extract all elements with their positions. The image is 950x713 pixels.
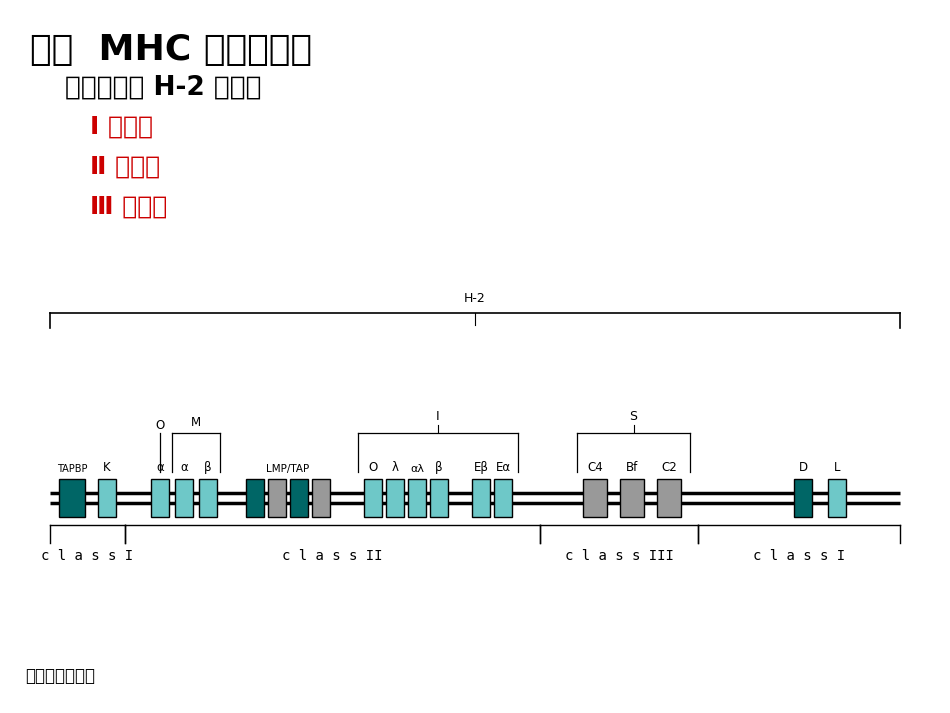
Text: αλ: αλ <box>410 464 424 474</box>
Text: C4: C4 <box>587 461 603 474</box>
Text: LMP/TAP: LMP/TAP <box>266 464 310 474</box>
Bar <box>364 479 382 517</box>
Bar <box>175 479 193 517</box>
Bar <box>59 479 85 517</box>
Text: Bf: Bf <box>626 461 638 474</box>
Text: H-2: H-2 <box>465 292 485 305</box>
Bar <box>98 479 116 517</box>
Text: C2: C2 <box>661 461 676 474</box>
Bar <box>620 479 644 517</box>
Bar <box>494 479 512 517</box>
Bar <box>583 479 607 517</box>
Bar <box>312 479 330 517</box>
Text: α: α <box>156 461 163 474</box>
Bar <box>408 479 426 517</box>
Text: Ⅲ 类基因: Ⅲ 类基因 <box>90 195 167 219</box>
Text: Eα: Eα <box>496 461 510 474</box>
Text: β: β <box>435 461 443 474</box>
Text: c l a s s I: c l a s s I <box>42 549 134 563</box>
Bar <box>828 479 846 517</box>
Text: M: M <box>191 416 201 429</box>
Text: O: O <box>369 461 377 474</box>
Bar <box>386 479 404 517</box>
Text: TAPBP: TAPBP <box>57 464 87 474</box>
Bar <box>794 479 812 517</box>
Text: （一）小鼠 H-2 复合体: （一）小鼠 H-2 复合体 <box>65 75 261 101</box>
Text: L: L <box>834 461 840 474</box>
Bar <box>246 479 264 517</box>
Bar <box>151 479 169 517</box>
Text: λ: λ <box>391 461 398 474</box>
Text: I: I <box>436 410 440 423</box>
Bar <box>268 479 286 517</box>
Bar <box>199 479 217 517</box>
Text: S: S <box>630 410 637 423</box>
Text: 图片来自于网络: 图片来自于网络 <box>25 667 95 685</box>
Bar <box>290 479 308 517</box>
Text: O: O <box>156 419 164 432</box>
Text: Ⅱ 类基因: Ⅱ 类基因 <box>90 155 161 179</box>
Text: Ⅰ 类基因: Ⅰ 类基因 <box>90 115 153 139</box>
Text: c l a s s II: c l a s s II <box>282 549 383 563</box>
Text: α: α <box>180 461 188 474</box>
Text: Eβ: Eβ <box>473 461 488 474</box>
Text: 一、  MHC 的基因构成: 一、 MHC 的基因构成 <box>30 33 312 67</box>
Bar <box>657 479 681 517</box>
Text: c l a s s III: c l a s s III <box>564 549 674 563</box>
Text: β: β <box>204 461 212 474</box>
Bar <box>430 479 448 517</box>
Text: D: D <box>798 461 808 474</box>
Text: K: K <box>104 461 111 474</box>
Text: c l a s s I: c l a s s I <box>753 549 846 563</box>
Bar <box>472 479 490 517</box>
